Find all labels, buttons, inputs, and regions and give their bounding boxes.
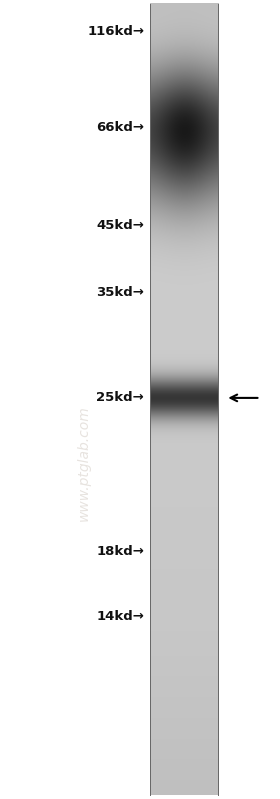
Text: 66kd→: 66kd→ [96,121,144,134]
Text: 25kd→: 25kd→ [96,392,144,404]
Text: 14kd→: 14kd→ [96,610,144,623]
Text: 116kd→: 116kd→ [87,26,144,38]
Text: 18kd→: 18kd→ [96,545,144,558]
Text: www.ptglab.com: www.ptglab.com [77,406,91,521]
Text: 45kd→: 45kd→ [96,219,144,232]
Text: 35kd→: 35kd→ [96,286,144,299]
